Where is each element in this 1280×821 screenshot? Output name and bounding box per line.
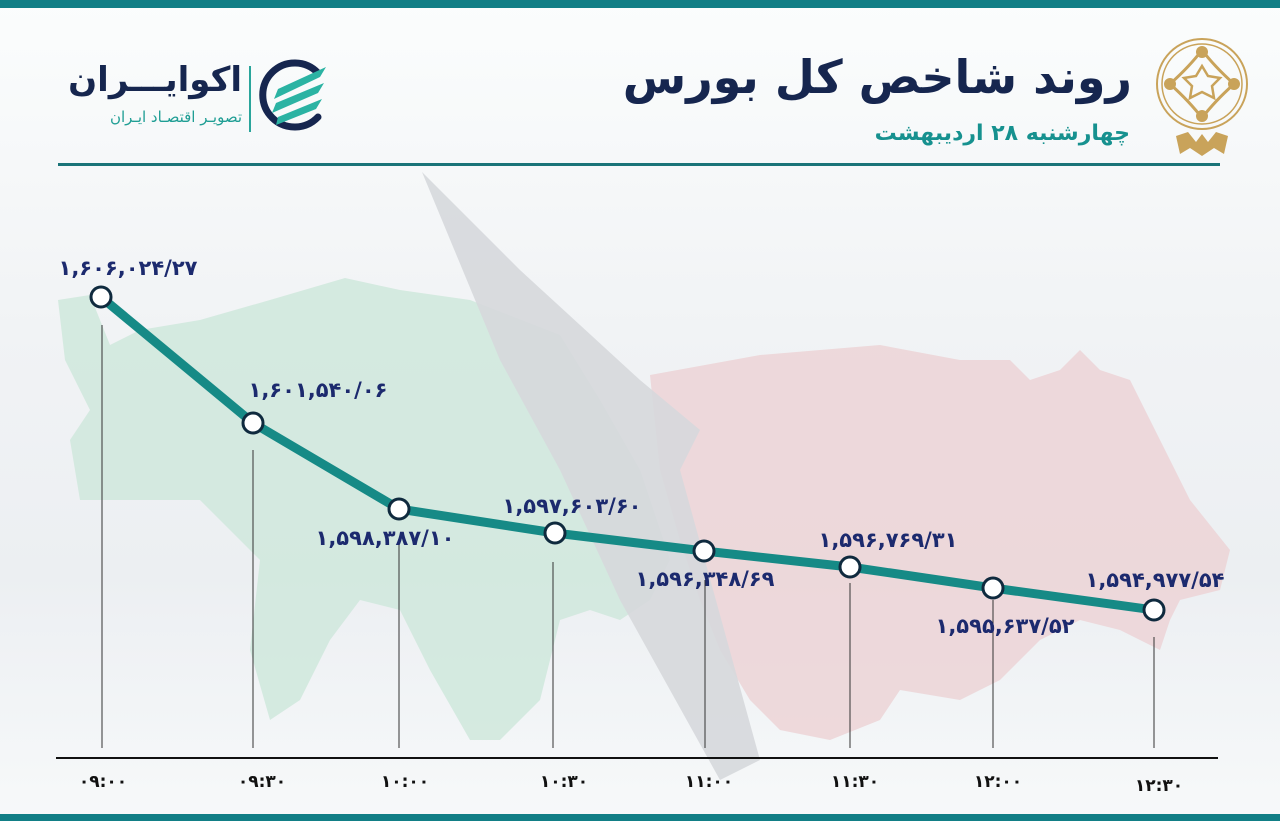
- bear-shape: [650, 345, 1230, 740]
- header-separator: [58, 163, 1220, 166]
- x-tick-1000: ۱۰:۰۰: [380, 772, 430, 792]
- x-tick-1130: ۱۱:۳۰: [830, 772, 880, 792]
- brand-tagline: تصویـر اقتصـاد ایـران: [109, 108, 242, 126]
- page-title: روند شاخص کل بورس: [622, 50, 1132, 104]
- data-point-markers: [89, 285, 1166, 622]
- value-label-0900: ۱,۶۰۶,۰۲۴/۲۷: [58, 256, 198, 280]
- brand-divider: [249, 66, 251, 132]
- tehran-stock-exchange-logo-icon: [1156, 38, 1248, 156]
- value-label-0930: ۱,۶۰۱,۵۴۰/۰۶: [248, 378, 388, 402]
- x-tick-1200: ۱۲:۰۰: [973, 772, 1023, 792]
- bottom-accent-bar: [0, 814, 1280, 821]
- value-label-1100: ۱,۵۹۶,۳۴۸/۶۹: [635, 567, 775, 591]
- ecoiran-brand: اکوایـــران تصویـر اقتصـاد ایـران: [68, 59, 342, 140]
- ecoiran-logo-icon: [259, 59, 326, 131]
- x-tick-1100: ۱۱:۰۰: [684, 772, 734, 792]
- header: روند شاخص کل بورس چهارشنبه ۲۸ اردیبهشت ا…: [0, 8, 1280, 158]
- value-label-1130: ۱,۵۹۶,۷۶۹/۳۱: [818, 528, 958, 552]
- index-series-line: [98, 293, 1155, 615]
- value-label-1030: ۱,۵۹۷,۶۰۳/۶۰: [502, 494, 642, 518]
- value-label-1200: ۱,۵۹۵,۶۳۷/۵۲: [935, 614, 1075, 638]
- x-tick-0900: ۰۹:۰۰: [78, 772, 128, 792]
- downward-arrow-shape: [422, 172, 760, 780]
- top-accent-bar: [0, 0, 1280, 8]
- x-tick-0930: ۰۹:۳۰: [237, 772, 287, 792]
- x-tick-1030: ۱۰:۳۰: [539, 772, 589, 792]
- value-label-1000: ۱,۵۹۸,۳۸۷/۱۰: [315, 526, 455, 550]
- value-label-1230: ۱,۵۹۴,۹۷۷/۵۴: [1085, 568, 1225, 592]
- drop-lines: [101, 325, 1155, 748]
- date-subtitle: چهارشنبه ۲۸ اردیبهشت: [874, 121, 1130, 146]
- brand-name: اکوایـــران: [68, 60, 242, 100]
- x-tick-1230: ۱۲:۳۰: [1134, 776, 1184, 796]
